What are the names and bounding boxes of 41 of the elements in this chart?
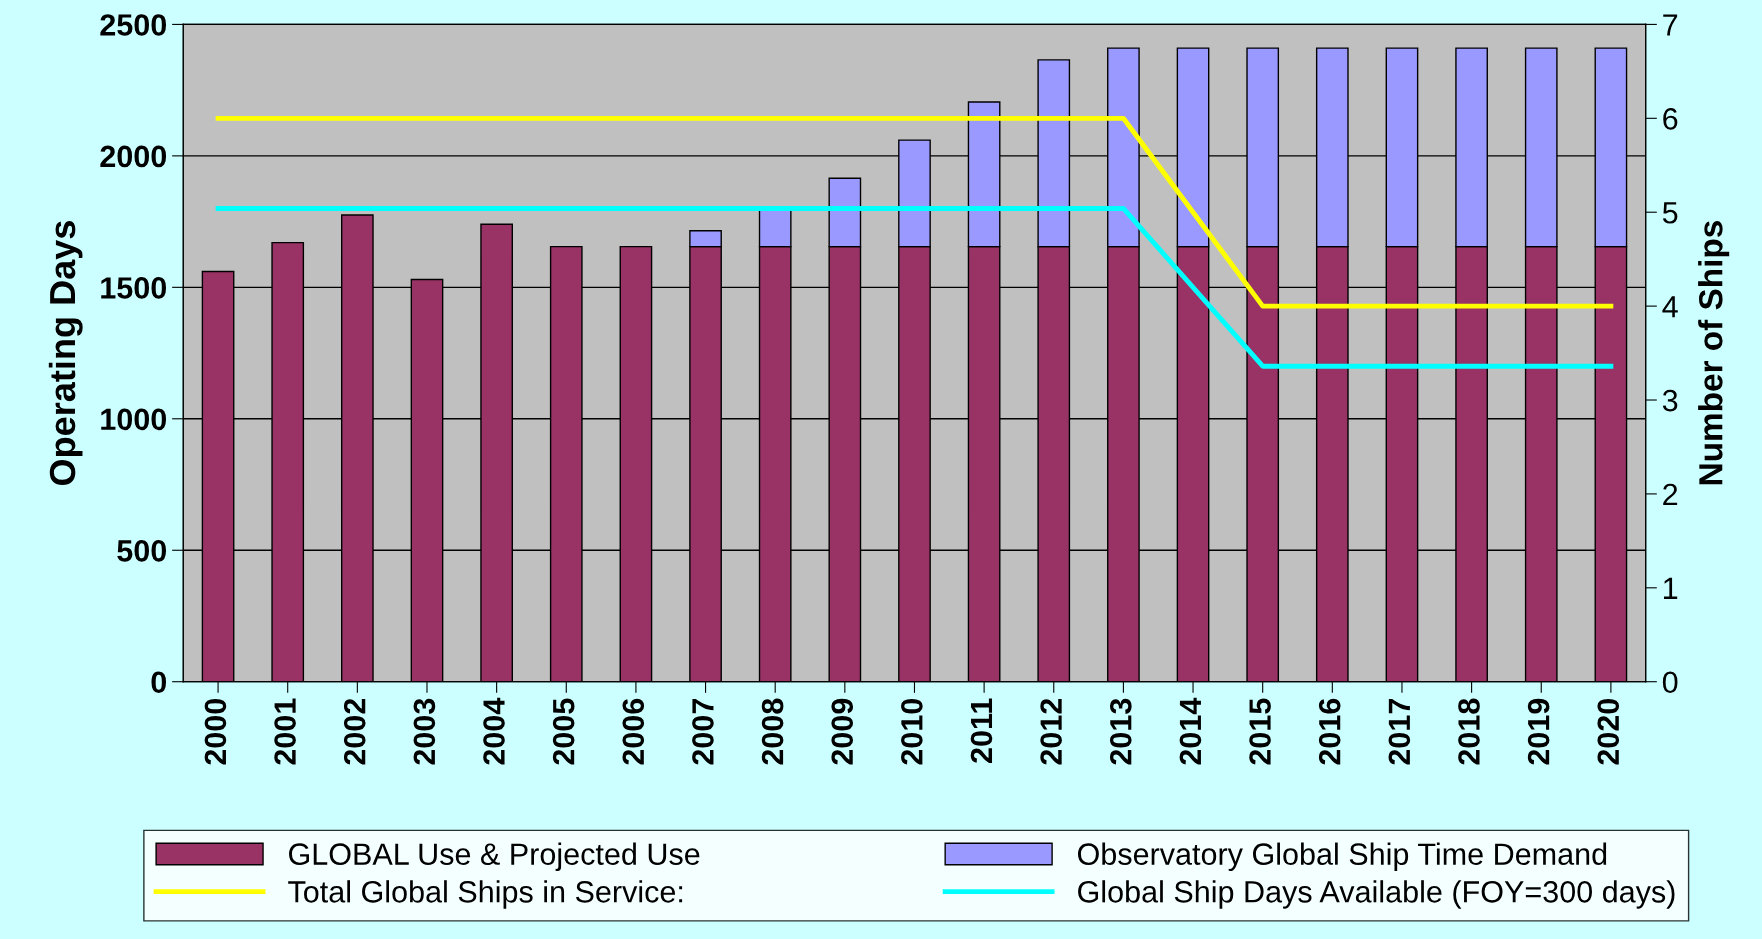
y-axis-title: Operating Days [48,221,83,486]
y-tick-label: 1500 [101,277,167,299]
x-tick-label: 2006 [622,698,645,765]
x-tick-label: 2012 [1040,698,1062,765]
legend-label: Global Ship Days Available (FOY=300 days) [1078,880,1675,909]
x-tick-label: 2017 [1388,699,1411,765]
y-tick-label: 2000 [100,145,167,168]
x-tick-label: 2011 [970,698,993,763]
x-tick-label: 2009 [831,698,854,765]
y2-tick-label: 2 [1663,483,1678,505]
x-tick-label: 2018 [1458,698,1480,765]
x-tick-label: 2013 [1109,698,1132,765]
y-tick-label: 500 [117,539,167,562]
y2-tick-label: 1 [1664,577,1678,599]
x-tick-label: 2002 [343,698,366,765]
y-tick-label: 2500 [100,14,167,36]
x-tick-label: 2001 [274,698,296,765]
x-tick-label: 2010 [901,698,923,765]
x-tick-label: 2019 [1527,698,1550,765]
legend-label: Total Global Ships in Service: [288,880,683,909]
x-tick-label: 2000 [204,698,227,765]
y-tick-label: 1000 [101,408,167,431]
x-tick-label: 2007 [692,699,714,765]
x-tick-label: 2008 [761,698,784,765]
y2-tick-label: 4 [1662,296,1678,318]
y2-axis-title: Number of Ships [1698,221,1730,485]
y2-tick-label: 7 [1663,14,1678,36]
x-tick-label: 2005 [552,698,575,765]
y-tick-label: 0 [151,671,167,694]
legend-label: GLOBAL Use & Projected Use [289,842,700,872]
y2-tick-label: 0 [1662,671,1678,694]
x-tick-label: 2003 [413,698,436,765]
y2-tick-label: 5 [1662,202,1678,224]
x-tick-label: 2020 [1597,698,1620,765]
y2-tick-label: 3 [1662,389,1678,412]
x-tick-label: 2015 [1249,698,1271,765]
x-tick-label: 2004 [483,697,505,765]
x-tick-label: 2016 [1318,698,1341,765]
x-tick-label: 2014 [1179,697,1202,765]
y2-tick-label: 6 [1663,108,1678,130]
legend-label: Observatory Global Ship Time Demand [1077,842,1607,872]
